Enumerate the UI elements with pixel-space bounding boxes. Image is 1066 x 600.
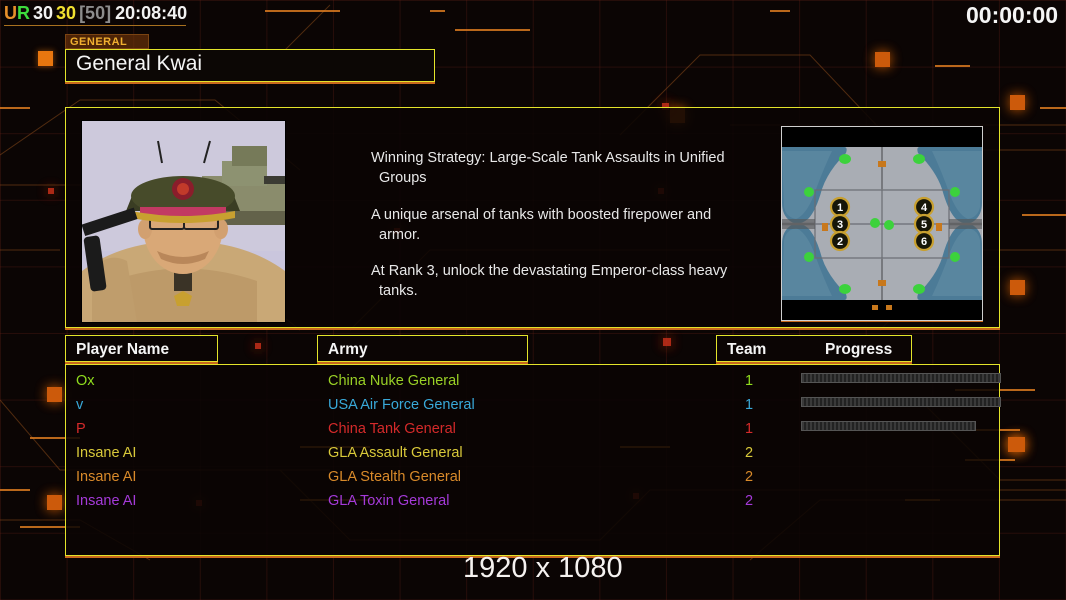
svg-text:6: 6 xyxy=(921,236,927,248)
svg-text:1: 1 xyxy=(837,202,843,214)
svg-text:4: 4 xyxy=(921,202,928,214)
svg-text:3: 3 xyxy=(837,219,843,231)
svg-text:2: 2 xyxy=(837,236,843,248)
svg-text:5: 5 xyxy=(921,219,927,231)
